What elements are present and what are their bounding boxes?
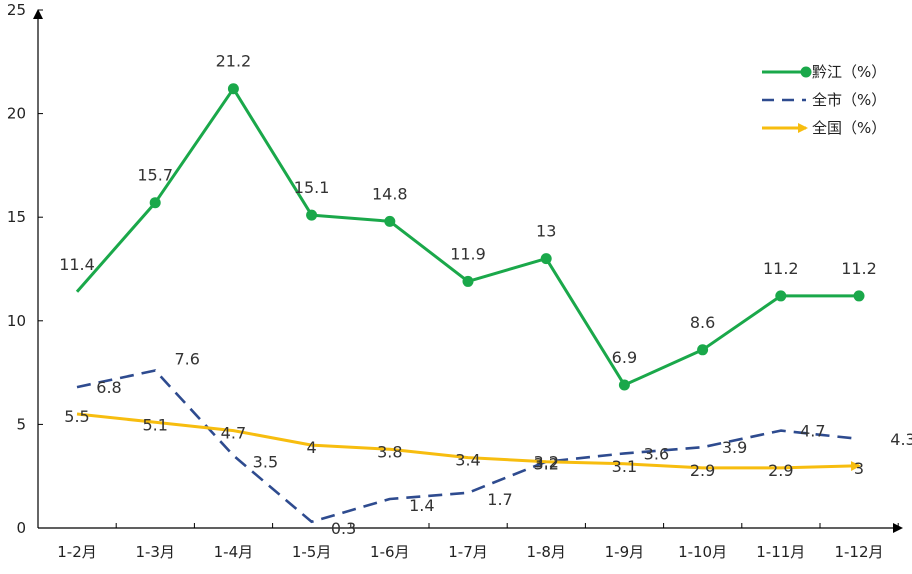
data-label: 1.4 (409, 496, 434, 515)
data-label: 4.7 (800, 422, 825, 441)
data-label: 3.2 (533, 455, 558, 474)
data-label: 6.8 (96, 378, 121, 397)
legend: 黔江（%） 全市（%） 全国（%） (762, 63, 886, 137)
x-tick-label: 1-8月 (526, 543, 566, 561)
series-line-3 (76, 412, 861, 472)
data-label: 3.5 (253, 452, 278, 471)
data-labels: 11.4 15.7 21.2 15.1 14.8 11.9 13 6.9 8.6 11.2 11.2… (59, 52, 912, 538)
y-tick-label: 10 (7, 312, 26, 330)
data-label: 3.9 (722, 438, 747, 457)
data-label: 11.9 (450, 244, 486, 263)
x-tick-label: 1-12月 (834, 543, 883, 561)
data-point (462, 275, 474, 287)
data-label: 7.6 (174, 350, 199, 369)
data-point (227, 83, 239, 95)
data-point (384, 215, 396, 227)
x-tick-label: 1-11月 (756, 543, 805, 561)
data-label: 6.9 (612, 348, 637, 367)
data-label: 0.3 (331, 519, 356, 538)
legend-label-2: 全市（%） (812, 91, 886, 109)
legend-label-3: 全国（%） (812, 119, 886, 137)
data-label: 11.2 (841, 259, 877, 278)
y-tick-label: 20 (7, 105, 26, 123)
data-label: 14.8 (372, 184, 408, 203)
y-tick-label: 0 (16, 519, 26, 537)
data-point (853, 290, 865, 302)
data-label: 15.7 (137, 166, 173, 185)
data-point (306, 209, 318, 221)
y-tick-label: 15 (7, 208, 26, 226)
data-label: 5.1 (142, 415, 167, 434)
data-label: 2.9 (690, 461, 715, 480)
data-label: 2.9 (768, 461, 793, 480)
data-label: 3 (854, 459, 864, 478)
data-label: 11.2 (763, 259, 799, 278)
x-tick-label: 1-9月 (605, 543, 645, 561)
data-label: 11.4 (59, 255, 95, 274)
data-point (540, 253, 552, 265)
x-tick-label: 1-6月 (370, 543, 410, 561)
axes: 0 5 10 15 20 25 1-2月 1-3月 1-4月 1-5月 1-6月 1-7月 1-8月 1-… (7, 1, 903, 561)
data-point (697, 344, 709, 356)
data-label: 5.5 (64, 407, 89, 426)
data-label: 4.3 (890, 430, 912, 449)
series-line-1 (75, 87, 859, 387)
x-tick-label: 1-5月 (292, 543, 332, 561)
data-label: 1.7 (487, 490, 512, 509)
x-tick-label: 1-3月 (135, 543, 175, 561)
data-label: 3.8 (377, 442, 402, 461)
data-label: 4.7 (221, 424, 246, 443)
y-tick-label: 25 (7, 1, 26, 19)
data-point (618, 379, 630, 391)
x-tick-label: 1-7月 (448, 543, 488, 561)
x-tick-label: 1-4月 (214, 543, 254, 561)
data-label: 3.4 (455, 451, 480, 470)
legend-label-1: 黔江（%） (812, 63, 886, 81)
data-label: 13 (536, 222, 556, 241)
legend-dot (800, 66, 812, 78)
data-label: 21.2 (216, 52, 252, 71)
data-label: 15.1 (294, 178, 330, 197)
data-point (149, 197, 161, 209)
data-label: 3.1 (612, 457, 637, 476)
data-label: 8.6 (690, 313, 715, 332)
data-label: 3.2 (533, 453, 558, 472)
data-label: 3.6 (644, 444, 669, 463)
x-tick-label: 1-2月 (57, 543, 97, 561)
y-tick-label: 5 (16, 415, 26, 433)
data-point (775, 290, 787, 302)
series-layer (75, 83, 865, 524)
data-label: 4 (307, 438, 317, 457)
x-tick-label: 1-10月 (678, 543, 727, 561)
